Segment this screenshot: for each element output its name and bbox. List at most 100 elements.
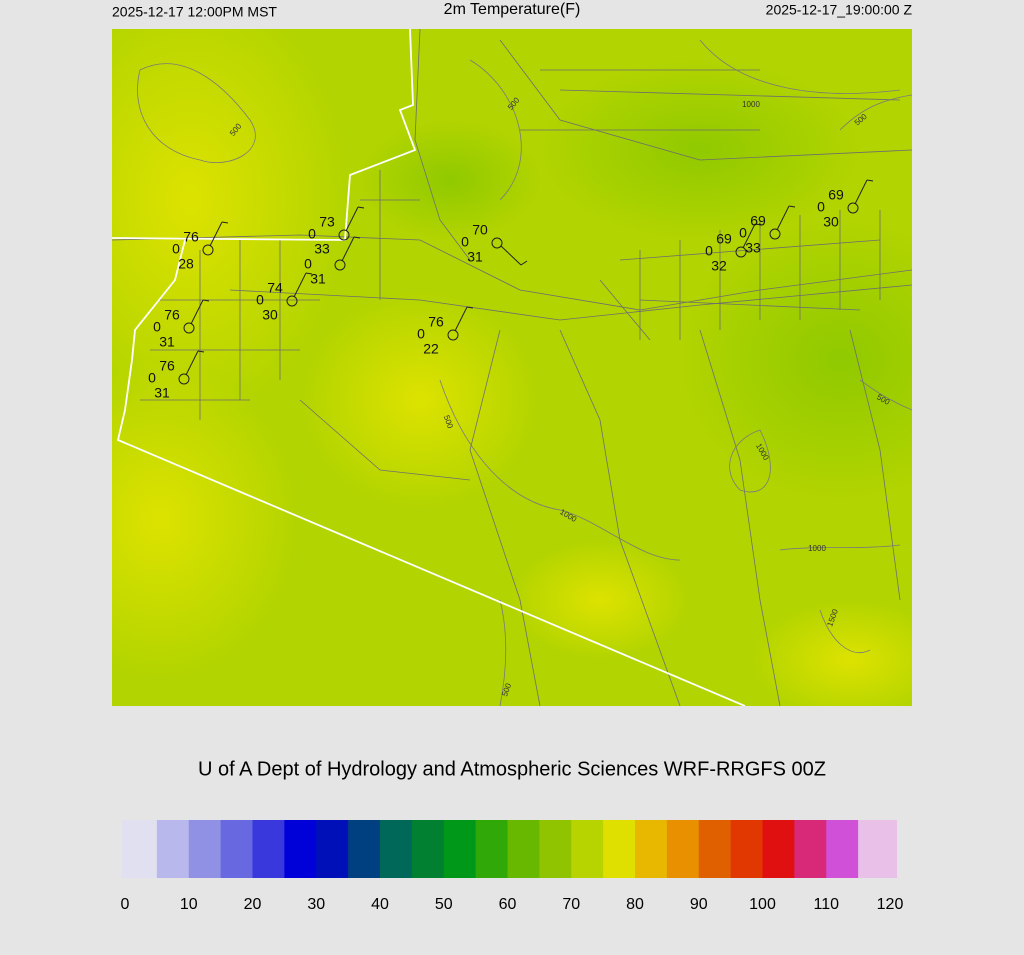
footer-credit: U of A Dept of Hydrology and Atmospheric…: [198, 758, 826, 780]
wind-barb-tick: [788, 205, 796, 208]
station-dewpoint: 32: [711, 258, 727, 274]
wind-barb: [776, 205, 790, 231]
wind-barb-tick: [353, 236, 361, 239]
wind-barb: [341, 236, 355, 262]
wind-barb: [209, 221, 223, 247]
color-swatch: [794, 820, 827, 878]
cool-region: [540, 60, 860, 240]
station-circle: [847, 202, 859, 214]
colorbar-tick-label: 100: [749, 896, 776, 913]
warm-region: [510, 540, 690, 660]
wind-barb: [854, 179, 868, 205]
contour-label: 500: [500, 682, 513, 698]
color-swatch: [156, 820, 190, 878]
station-dewpoint: 30: [823, 214, 839, 230]
colorbar-tick-label: 40: [371, 896, 389, 913]
colorbar-tick-label: 80: [626, 896, 644, 913]
contours: [137, 39, 912, 706]
wind-barb-tick: [754, 223, 762, 226]
contour-label: 500: [442, 414, 455, 430]
color-swatch: [188, 820, 222, 878]
color-swatch: [571, 820, 604, 878]
station-dewpoint: 22: [423, 341, 439, 357]
color-swatch: [252, 820, 285, 878]
wind-barb: [454, 306, 468, 332]
warm-region: [112, 29, 350, 420]
local-time: 2025-12-17 12:00PM MST: [112, 4, 277, 20]
station-wind: 0: [417, 326, 425, 342]
warm-region: [112, 360, 300, 680]
station-dewpoint: 31: [154, 385, 170, 401]
colorbar-tick-label: 30: [307, 896, 325, 913]
wind-barb-tick: [866, 179, 874, 182]
colorbar: 0 10 20 30 40 50 60 70 80 90 100 110 120: [121, 820, 904, 913]
wind-barb: [185, 350, 199, 376]
station-temp: 73: [319, 214, 335, 230]
station-wind: 0: [705, 243, 713, 259]
station-circle: [447, 329, 459, 341]
station-wind: 0: [817, 199, 825, 215]
station-temp: 69: [716, 231, 732, 247]
color-swatch: [443, 820, 477, 878]
utc-time: 2025-12-17_19:00:00 Z: [766, 2, 913, 18]
roads: [112, 29, 912, 706]
colorbar-tick-label: 70: [562, 896, 580, 913]
color-swatch: [635, 820, 668, 878]
color-swatch: [666, 820, 700, 878]
color-swatch: [858, 820, 897, 878]
colorbar-tick-label: 90: [690, 896, 708, 913]
station-wind: 0: [148, 370, 156, 386]
color-swatch: [762, 820, 795, 878]
station-circle: [183, 322, 195, 334]
station-circle: [338, 229, 350, 241]
color-swatch: [730, 820, 763, 878]
wind-barb: [345, 206, 359, 232]
colorbar-tick-label: 120: [877, 896, 904, 913]
station-temp: 70: [472, 222, 488, 238]
station-dewpoint: 31: [310, 271, 326, 287]
color-swatch: [284, 820, 317, 878]
stations: 7602873033031740307603176031700317602269…: [148, 179, 874, 401]
station-wind: 0: [304, 256, 312, 272]
station-wind: 0: [153, 319, 161, 335]
warm-region: [750, 600, 912, 706]
station-temp: 74: [267, 280, 283, 296]
station-wind: 0: [172, 241, 180, 257]
station-circle: [491, 237, 503, 249]
colorbar-tick-label: 0: [121, 896, 130, 913]
map-area: [112, 29, 912, 706]
station-wind: 0: [256, 292, 264, 308]
color-swatch: [220, 820, 253, 878]
wind-barb-tick: [202, 299, 210, 302]
station-wind: 0: [308, 226, 316, 242]
station-dewpoint: 31: [159, 334, 175, 350]
colorbar-tick-label: 10: [180, 896, 198, 913]
cool-region: [680, 220, 912, 500]
color-swatch: [316, 820, 349, 878]
station-temp: 76: [164, 307, 180, 323]
color-swatch: [698, 820, 732, 878]
station-temp: 69: [750, 213, 766, 229]
station-temp: 76: [159, 358, 175, 374]
color-swatch: [603, 820, 636, 878]
color-swatch: [411, 820, 445, 878]
color-swatch: [539, 820, 572, 878]
color-swatch: [826, 820, 859, 878]
contour-label: 1000: [808, 544, 826, 553]
station-dewpoint: 30: [262, 307, 278, 323]
colorbar-tick-label: 20: [244, 896, 262, 913]
contour-label: 1000: [742, 100, 760, 109]
wind-barb: [293, 272, 307, 298]
wind-barb-tick: [520, 260, 528, 266]
station-dewpoint: 33: [745, 240, 761, 256]
